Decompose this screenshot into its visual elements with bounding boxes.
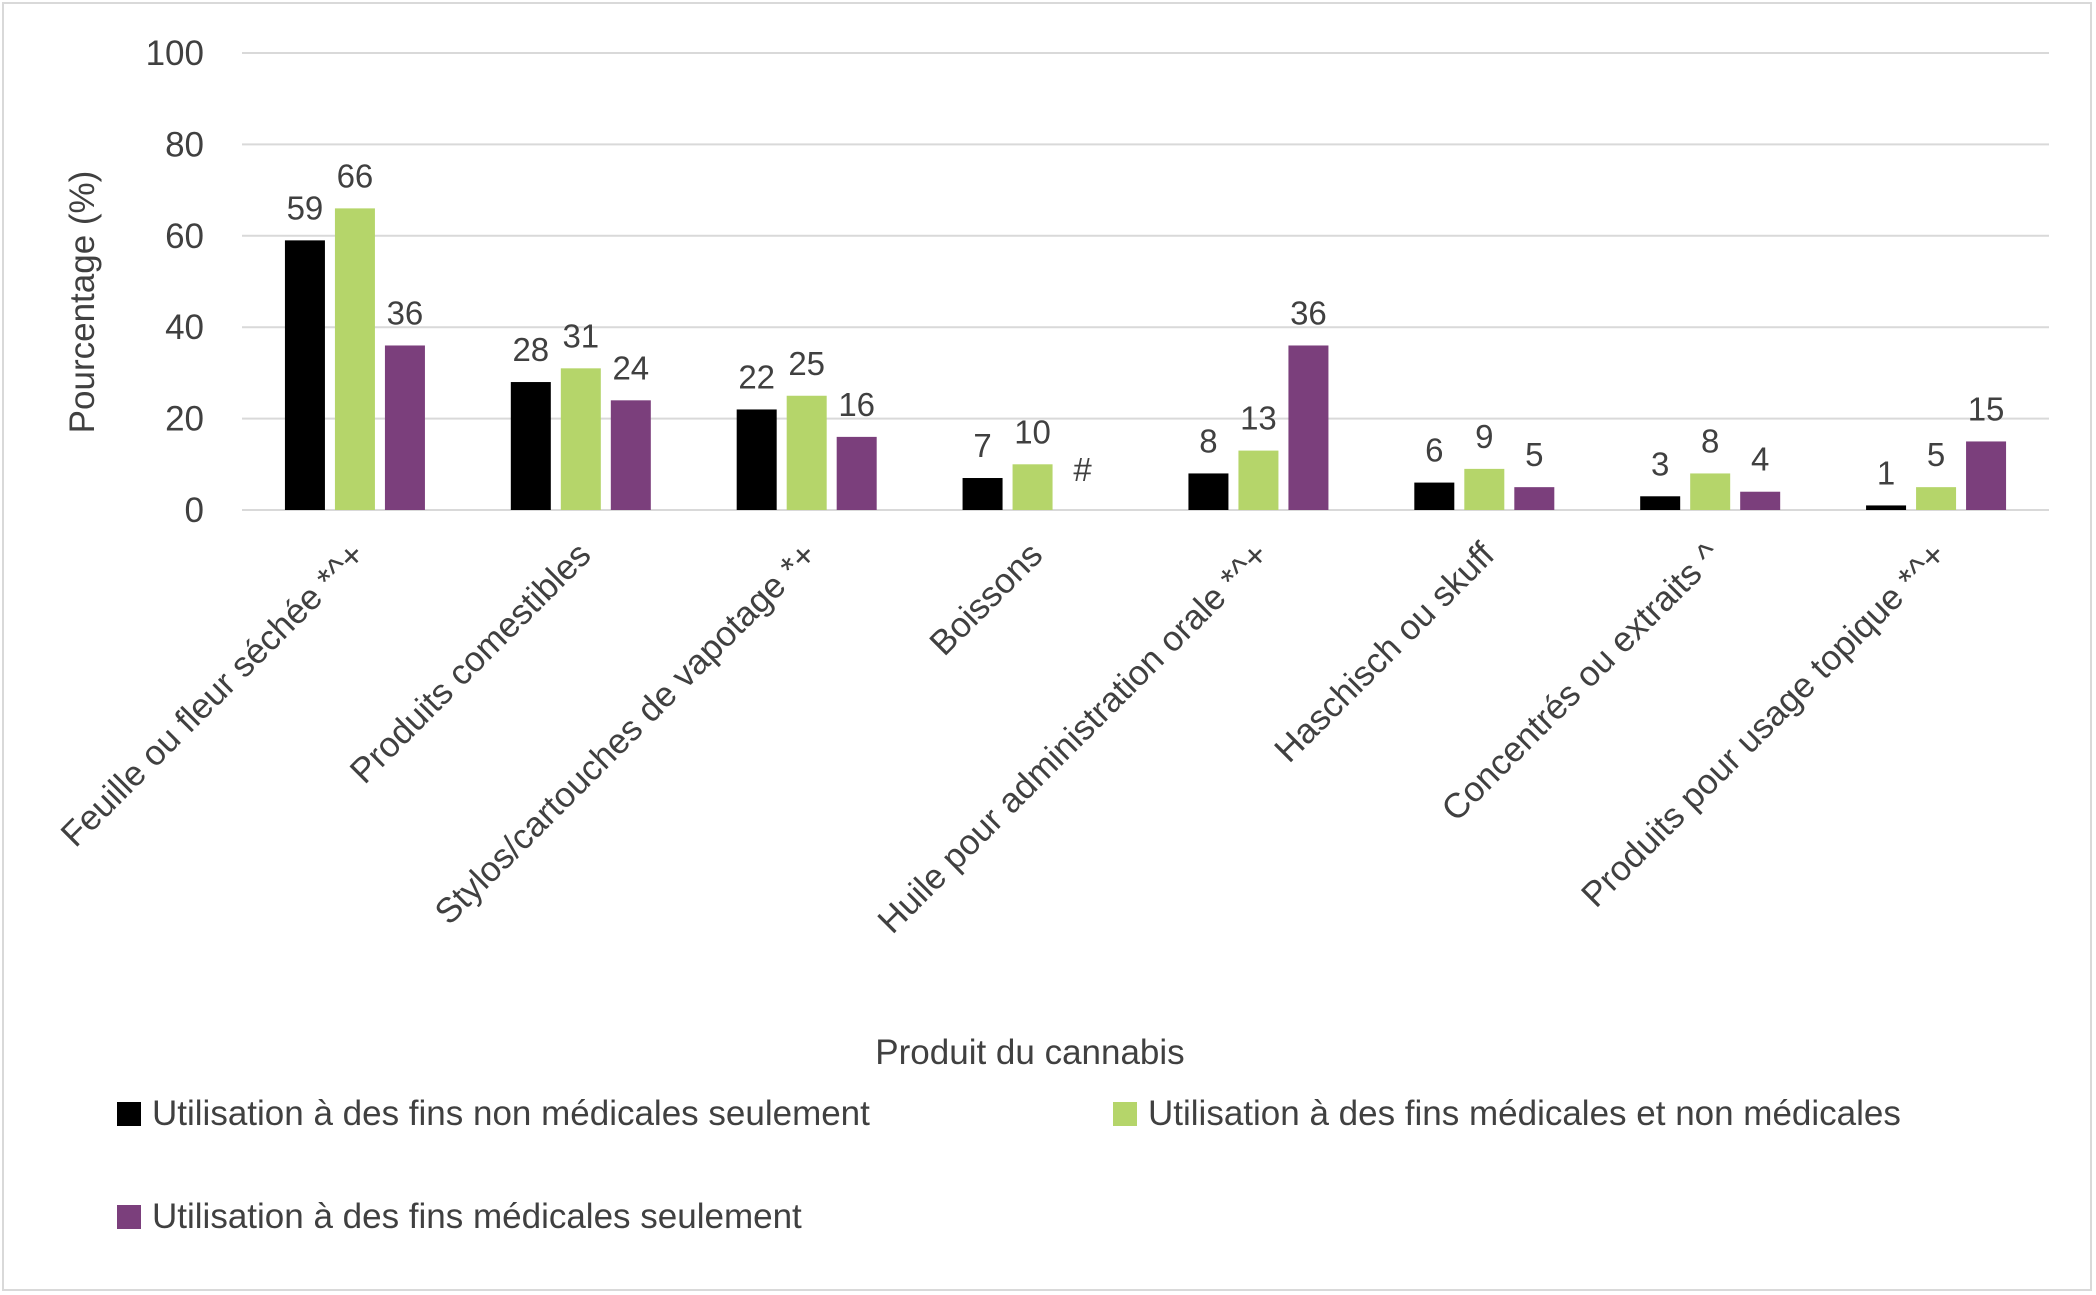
data-label: 59: [287, 189, 324, 226]
data-label: 25: [788, 345, 825, 382]
data-label: 5: [1927, 436, 1945, 473]
data-label: 24: [612, 349, 649, 386]
bar: [736, 409, 777, 510]
legend-swatch-medical-and-non-medical: [1113, 1102, 1137, 1126]
x-tick-label: Stylos/cartouches de vapotage *+: [427, 535, 824, 932]
data-label: 31: [562, 317, 599, 354]
bar: [334, 208, 375, 510]
bar: [1514, 487, 1555, 510]
y-tick-labels: 0 20 40 60 80 100: [146, 34, 204, 530]
legend-item-medical-and-non-medical: Utilisation à des fins médicales et non …: [1113, 1094, 1901, 1134]
data-label: 8: [1701, 422, 1719, 459]
data-label: 10: [1014, 413, 1051, 450]
bar: [1012, 464, 1053, 510]
y-tick-label: 60: [165, 217, 204, 256]
bar: [836, 436, 877, 510]
bar: [510, 382, 551, 510]
bar: [1238, 450, 1279, 510]
data-label: 9: [1475, 418, 1493, 455]
y-tick-label: 100: [146, 34, 204, 73]
bar: [1464, 468, 1505, 510]
legend-label-non-medical: Utilisation à des fins non médicales seu…: [152, 1094, 870, 1133]
bar: [1640, 496, 1681, 510]
data-label: 22: [738, 358, 775, 395]
data-label: 6: [1425, 432, 1443, 469]
bar: [1740, 491, 1781, 510]
y-tick-label: 80: [165, 125, 204, 164]
x-tick-label: Produits pour usage topique *^+: [1574, 535, 1954, 915]
bar: [1866, 505, 1907, 510]
legend-label-medical: Utilisation à des fins médicales seuleme…: [152, 1197, 802, 1236]
bar: [610, 400, 651, 510]
x-tick-label: Feuille ou fleur séchée *^+: [53, 535, 372, 854]
bar: [1414, 482, 1455, 510]
data-label: 3: [1651, 445, 1669, 482]
bar: [560, 368, 601, 510]
bar: [962, 478, 1003, 510]
data-label: #: [1073, 451, 1092, 488]
bar: [1288, 345, 1329, 510]
y-tick-label: 0: [185, 491, 204, 530]
data-label: 13: [1240, 400, 1277, 437]
data-label: 4: [1751, 441, 1769, 478]
x-tick-label: Produits comestibles: [343, 535, 599, 791]
bar: [384, 345, 425, 510]
data-label: 15: [1968, 390, 2005, 427]
x-tick-label: Haschisch ou skuff: [1267, 535, 1502, 770]
legend-swatch-non-medical: [117, 1102, 141, 1126]
legend-label-medical-and-non-medical: Utilisation à des fins médicales et non …: [1148, 1094, 1901, 1133]
data-label: 5: [1525, 436, 1543, 473]
bar: [1188, 473, 1229, 510]
bar: [1966, 441, 2007, 510]
x-axis-title: Produit du cannabis: [875, 1033, 1184, 1072]
data-label: 36: [387, 294, 424, 331]
legend-swatch-medical: [117, 1205, 141, 1229]
legend-item-non-medical: Utilisation à des fins non médicales seu…: [117, 1094, 870, 1134]
x-tick-labels: Feuille ou fleur séchée *^+Produits come…: [53, 535, 1953, 941]
x-tick-label: Huile pour administration orale *^+: [870, 535, 1276, 941]
bar: [1916, 487, 1957, 510]
data-label: 66: [337, 157, 374, 194]
bar: [786, 395, 827, 510]
bars: [284, 208, 2007, 510]
x-tick-label: Boissons: [922, 535, 1050, 663]
data-label: 8: [1199, 422, 1217, 459]
data-label: 1: [1877, 454, 1895, 491]
data-label: 28: [512, 331, 549, 368]
legend-item-medical: Utilisation à des fins médicales seuleme…: [117, 1197, 802, 1237]
bar: [284, 240, 325, 510]
y-tick-label: 40: [165, 308, 204, 347]
bar: [1690, 473, 1731, 510]
data-label: 16: [838, 386, 875, 423]
y-tick-label: 20: [165, 400, 204, 439]
data-label: 36: [1290, 294, 1327, 331]
y-axis-title: Pourcentage (%): [63, 171, 102, 434]
data-label: 7: [973, 427, 991, 464]
